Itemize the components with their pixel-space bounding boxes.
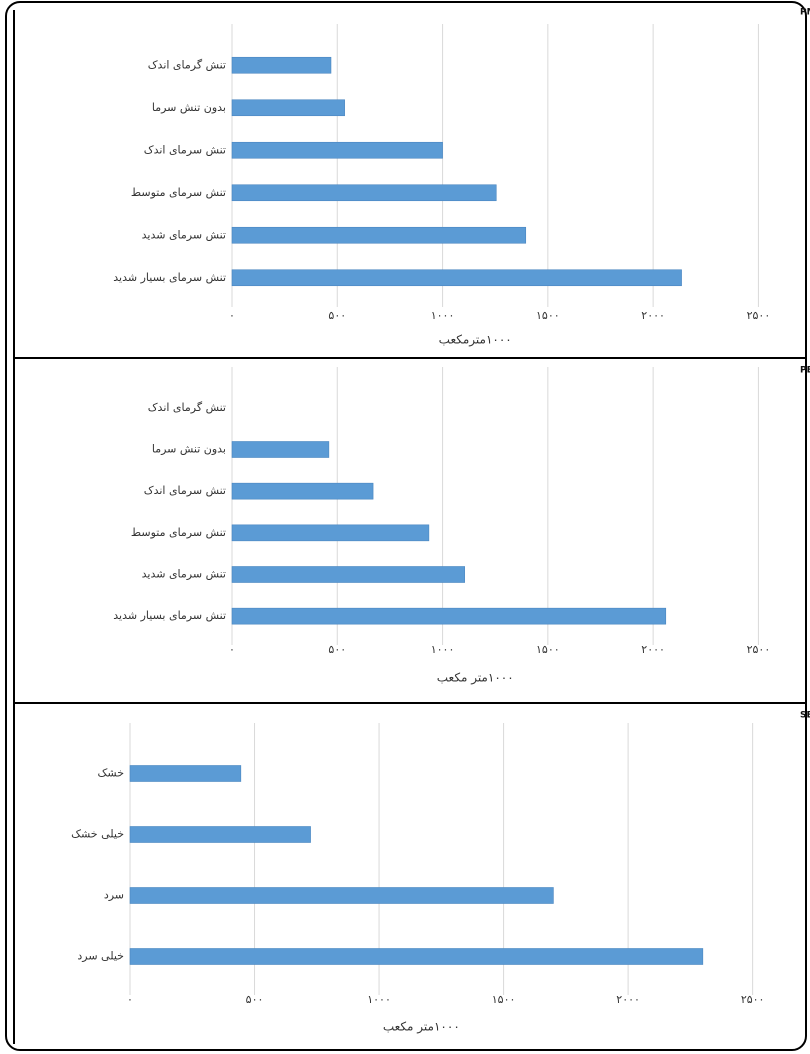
bar <box>231 566 465 583</box>
category-label: بدون تنش سرما <box>152 443 226 456</box>
category-label: تنش سرمای اندک <box>144 484 226 497</box>
x-tick-label: ۰ <box>127 993 133 1006</box>
bar <box>231 269 682 287</box>
x-tick-label: ۰ <box>229 643 235 656</box>
x-tick-label: ۲۵۰۰ <box>741 993 765 1006</box>
x-tick-label: ۱۵۰۰ <box>536 309 560 322</box>
chart-title: ب) نمایهٔ PET <box>800 366 810 376</box>
category-label: خیلی خشک <box>71 828 124 841</box>
bar <box>231 184 497 202</box>
category-label: تنش سرمای بسیار شدید <box>113 609 226 622</box>
bar <box>231 482 374 500</box>
chart-title: الف) نمایهٔ PMV <box>800 8 810 18</box>
bar <box>231 99 345 117</box>
bar <box>129 765 242 782</box>
x-tick-label: ۵۰۰ <box>246 993 264 1006</box>
x-tick-label: ۵۰۰ <box>328 309 346 322</box>
category-label: تنش گرمای اندک <box>148 401 226 414</box>
bar <box>129 826 311 843</box>
bar <box>231 524 430 542</box>
x-tick-label: ۵۰۰ <box>328 643 346 656</box>
x-tick-label: ۱۵۰۰ <box>492 993 516 1006</box>
category-label: خیلی سرد <box>77 950 124 963</box>
x-axis-title: ۱۰۰۰متر مکعب <box>383 1020 460 1035</box>
x-tick-label: ۱۰۰۰ <box>367 993 391 1006</box>
x-tick-label: ۲۵۰۰ <box>747 309 771 322</box>
category-label: تنش سرمای اندک <box>144 143 226 156</box>
bar <box>231 56 332 74</box>
category-label: خشک <box>98 767 124 780</box>
frame <box>5 1 807 1051</box>
x-tick-label: ۲۰۰۰ <box>641 309 665 322</box>
category-label: تنش سرمای شدید <box>142 228 226 241</box>
x-tick-label: ۰ <box>229 309 235 322</box>
category-label: تنش سرمای شدید <box>142 568 226 581</box>
bar <box>129 948 704 965</box>
bar <box>231 141 443 159</box>
x-tick-label: ۲۵۰۰ <box>747 643 771 656</box>
x-axis-title: ۱۰۰۰مترمکعب <box>439 333 512 348</box>
category-label: سرد <box>104 889 124 902</box>
x-tick-label: ۲۰۰۰ <box>616 993 640 1006</box>
bar <box>231 607 667 625</box>
category-label: تنش سرمای بسیار شدید <box>113 271 226 284</box>
bar <box>231 441 330 458</box>
category-label: بدون تنش سرما <box>152 101 226 114</box>
x-tick-label: ۱۰۰۰ <box>431 643 455 656</box>
category-label: تنش سرمای متوسط <box>131 186 226 199</box>
category-label: تنش سرمای متوسط <box>131 526 226 539</box>
x-tick-label: ۲۰۰۰ <box>641 643 665 656</box>
x-axis-title: ۱۰۰۰متر مکعب <box>437 671 514 686</box>
bar <box>129 887 554 904</box>
x-tick-label: ۱۰۰۰ <box>431 309 455 322</box>
category-label: تنش گرمای اندک <box>148 58 226 71</box>
x-tick-label: ۱۵۰۰ <box>536 643 560 656</box>
bar <box>231 226 527 244</box>
chart-title: ج) نمایهٔ SET <box>800 711 810 721</box>
